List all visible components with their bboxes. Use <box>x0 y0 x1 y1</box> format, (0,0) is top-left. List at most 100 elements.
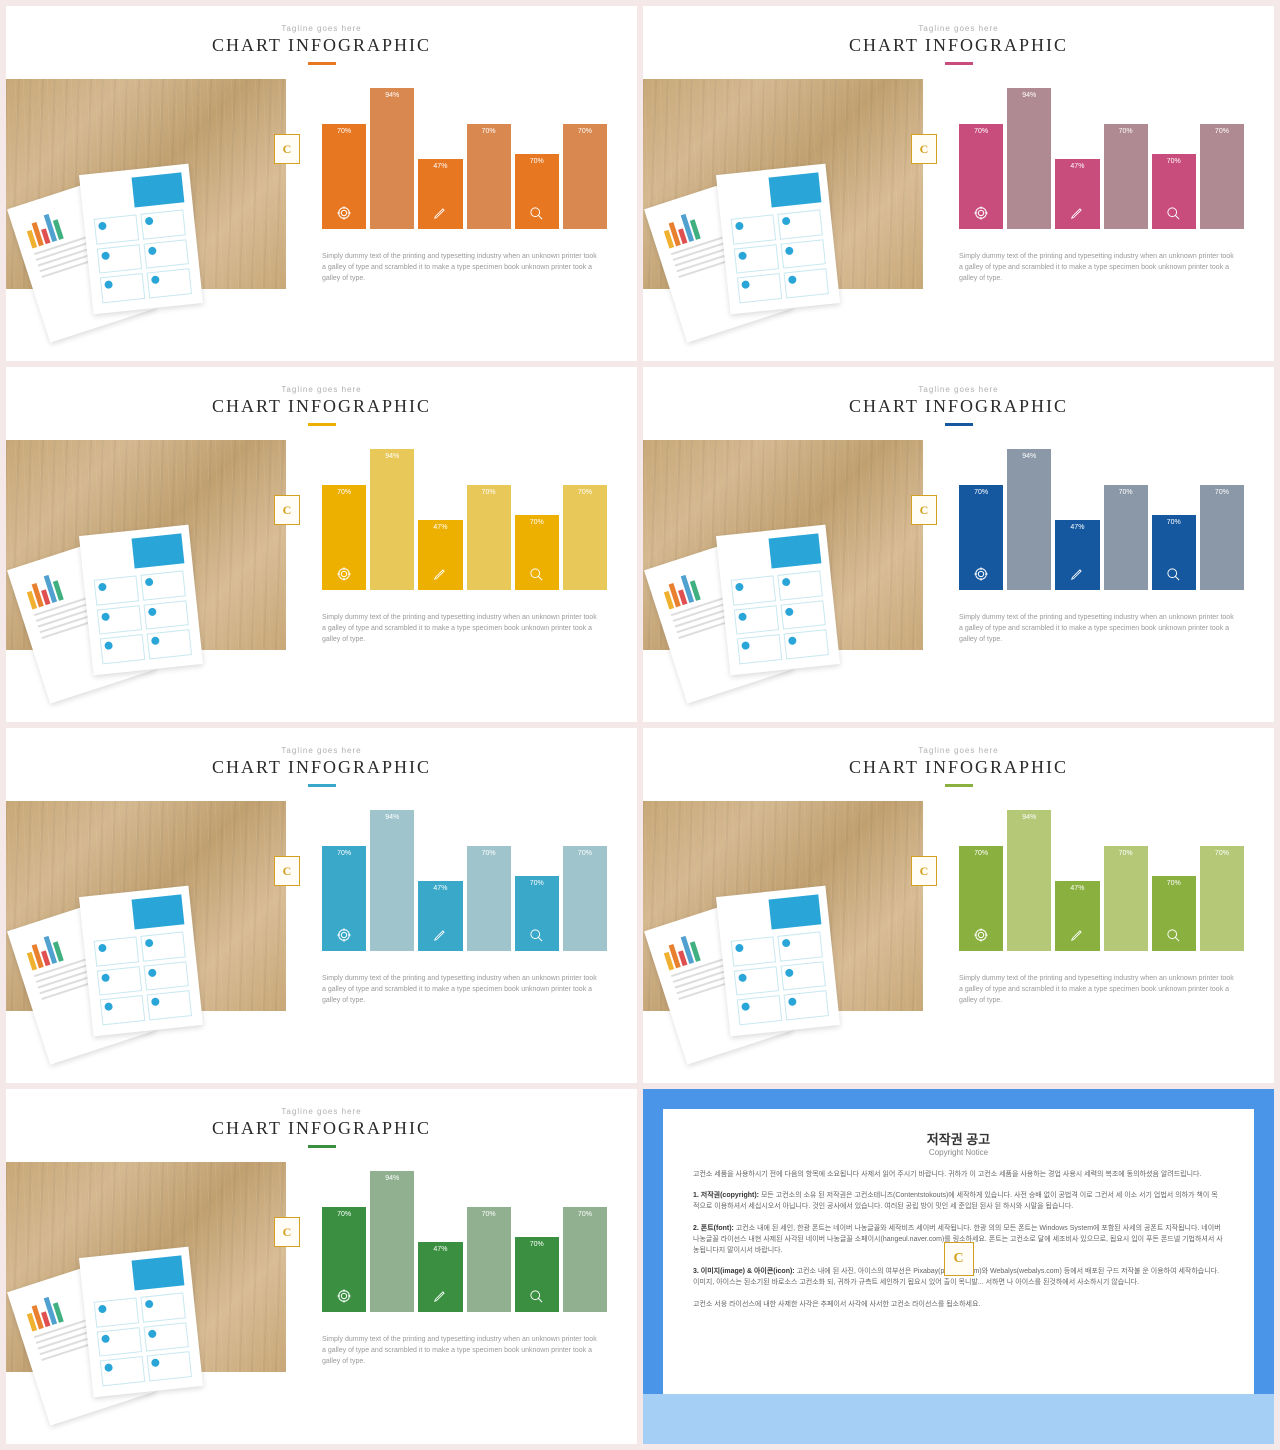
bar-5: 70% <box>563 1207 607 1312</box>
title-underline <box>308 784 336 787</box>
pencil-icon <box>418 923 462 947</box>
bar-5: 70% <box>1200 124 1244 229</box>
bar-3: 70% <box>467 124 511 229</box>
description: Simply dummy text of the printing and ty… <box>322 612 602 646</box>
pencil-icon <box>1055 923 1099 947</box>
bar-label: 70% <box>337 128 351 135</box>
logo-badge: C <box>911 134 937 164</box>
bar-chart: 70% 94% 47% 70% 70% <box>959 801 1244 951</box>
bar-label: 70% <box>1215 850 1229 857</box>
pencil-icon <box>1055 562 1099 586</box>
magnify-icon <box>515 1284 559 1308</box>
bar-label: 70% <box>578 850 592 857</box>
bar-5: 70% <box>563 485 607 590</box>
target-icon <box>322 923 366 947</box>
bar-2: 47% <box>1055 159 1099 230</box>
target-icon <box>959 201 1003 225</box>
pencil-icon <box>418 562 462 586</box>
bar-2: 47% <box>1055 881 1099 952</box>
bar-chart: 70% 94% 47% 70% 70% <box>959 79 1244 229</box>
bar-label: 70% <box>1167 519 1181 526</box>
bar-0: 70% <box>322 485 366 590</box>
slide-title: CHART INFOGRAPHIC <box>643 35 1274 56</box>
pencil-icon <box>1055 201 1099 225</box>
bar-3: 70% <box>1104 485 1148 590</box>
title-underline <box>308 1145 336 1148</box>
bar-label: 94% <box>385 814 399 821</box>
bar-label: 70% <box>1215 489 1229 496</box>
bar-1: 94% <box>1007 810 1051 951</box>
target-icon <box>959 923 1003 947</box>
bar-label: 47% <box>1070 163 1084 170</box>
papers-mockup <box>663 530 843 680</box>
bar-label: 70% <box>578 1211 592 1218</box>
bar-label: 70% <box>1119 850 1133 857</box>
bar-label: 70% <box>1119 489 1133 496</box>
bar-4: 70% <box>515 1237 559 1312</box>
bar-label: 47% <box>433 1246 447 1253</box>
bar-label: 70% <box>482 128 496 135</box>
papers-mockup <box>26 1252 206 1402</box>
bar-label: 70% <box>578 128 592 135</box>
bar-1: 94% <box>370 449 414 590</box>
bar-5: 70% <box>1200 846 1244 951</box>
tagline: Tagline goes here <box>6 746 637 755</box>
chart-area: 70% 94% 47% 70% 70% <box>286 1162 637 1372</box>
bar-1: 94% <box>1007 449 1051 590</box>
bar-label: 70% <box>530 158 544 165</box>
wood-desk-photo: C <box>6 801 286 1011</box>
bar-label: 47% <box>433 163 447 170</box>
slide-title: CHART INFOGRAPHIC <box>643 396 1274 417</box>
slide-header: Tagline goes here CHART INFOGRAPHIC <box>643 367 1274 426</box>
title-underline <box>945 784 973 787</box>
bar-0: 70% <box>322 846 366 951</box>
bar-label: 47% <box>1070 524 1084 531</box>
bar-label: 70% <box>1167 880 1181 887</box>
logo-badge: C <box>911 495 937 525</box>
bar-2: 47% <box>418 159 462 230</box>
copyright-slide: 저작권 공고 Copyright Notice 고컨소 세품을 사용하시기 전에… <box>643 1089 1274 1444</box>
bar-5: 70% <box>563 846 607 951</box>
bar-1: 94% <box>370 1171 414 1312</box>
bar-label: 94% <box>1022 814 1036 821</box>
bar-3: 70% <box>467 1207 511 1312</box>
bar-label: 70% <box>1167 158 1181 165</box>
logo-badge: C <box>911 856 937 886</box>
title-underline <box>308 423 336 426</box>
bar-label: 94% <box>1022 92 1036 99</box>
bar-2: 47% <box>418 881 462 952</box>
chart-area: 70% 94% 47% 70% 70% <box>286 440 637 650</box>
bar-4: 70% <box>515 154 559 229</box>
bar-label: 70% <box>974 489 988 496</box>
title-underline <box>945 62 973 65</box>
bar-5: 70% <box>563 124 607 229</box>
bar-2: 47% <box>418 520 462 591</box>
description: Simply dummy text of the printing and ty… <box>322 1334 602 1368</box>
bar-label: 94% <box>1022 453 1036 460</box>
bar-label: 70% <box>1119 128 1133 135</box>
magnify-icon <box>1152 201 1196 225</box>
tagline: Tagline goes here <box>643 24 1274 33</box>
bar-chart: 70% 94% 47% 70% 70% <box>322 801 607 951</box>
description: Simply dummy text of the printing and ty… <box>322 973 602 1007</box>
bar-label: 70% <box>482 489 496 496</box>
bar-0: 70% <box>959 124 1003 229</box>
bar-4: 70% <box>1152 876 1196 951</box>
bar-3: 70% <box>467 846 511 951</box>
bar-label: 70% <box>482 1211 496 1218</box>
magnify-icon <box>1152 562 1196 586</box>
slide-1: Tagline goes here CHART INFOGRAPHIC C <box>643 6 1274 361</box>
slide-0: Tagline goes here CHART INFOGRAPHIC C <box>6 6 637 361</box>
bar-3: 70% <box>467 485 511 590</box>
bar-4: 70% <box>1152 154 1196 229</box>
bar-label: 70% <box>530 880 544 887</box>
chart-area: 70% 94% 47% 70% 70% <box>923 440 1274 650</box>
papers-mockup <box>663 891 843 1041</box>
bar-1: 94% <box>370 810 414 951</box>
bar-label: 70% <box>337 1211 351 1218</box>
copyright-p4: 고컨소 서웅 라이선스에 내한 사제한 사각은 추페이서 사각에 사서한 고컨소… <box>693 1299 1224 1310</box>
title-underline <box>945 423 973 426</box>
wood-desk-photo: C <box>643 79 923 289</box>
wood-desk-photo: C <box>643 440 923 650</box>
slide-header: Tagline goes here CHART INFOGRAPHIC <box>6 1089 637 1148</box>
